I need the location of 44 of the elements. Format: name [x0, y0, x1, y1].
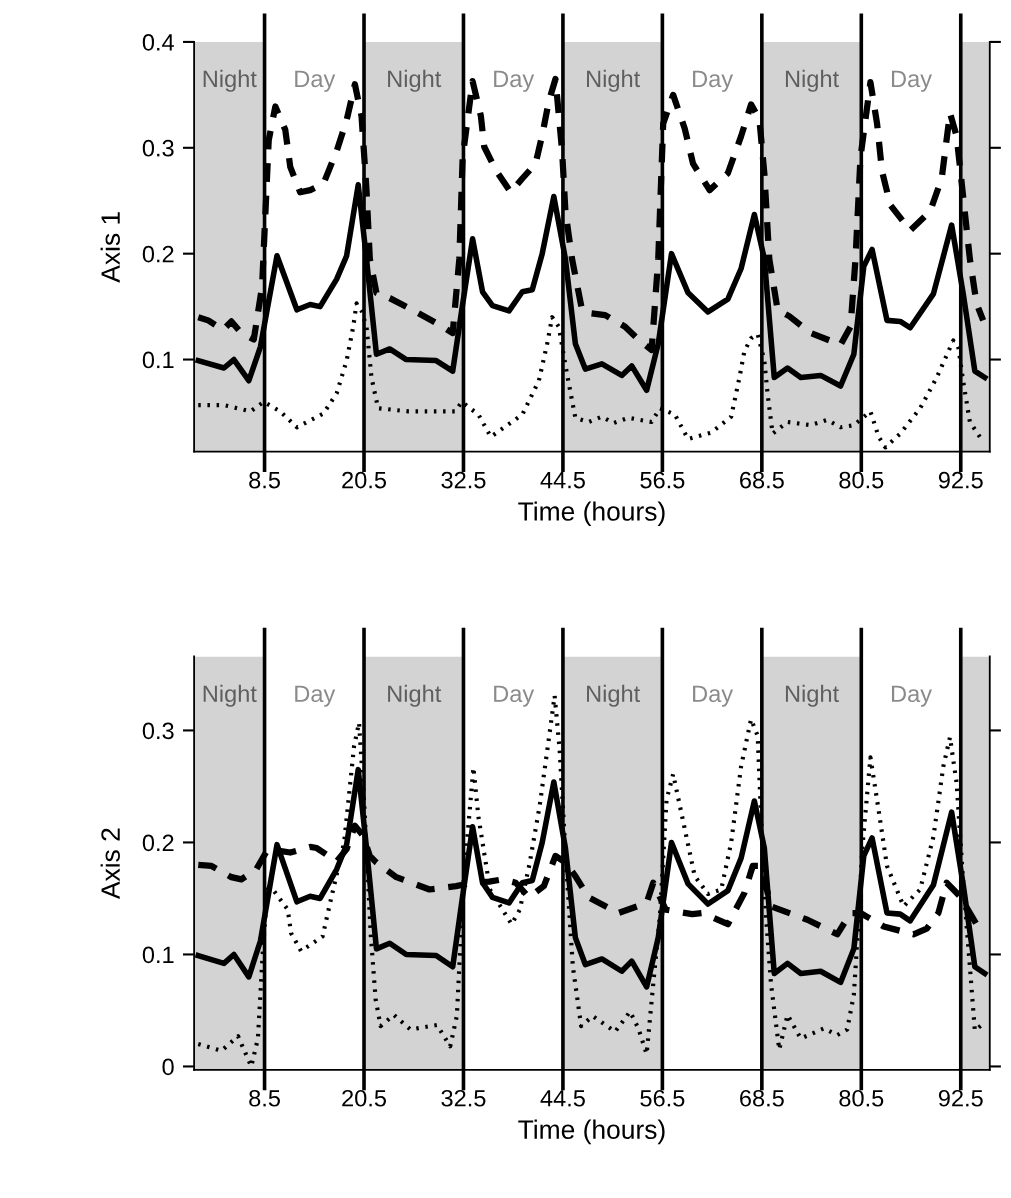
annotation: Day — [295, 70, 336, 92]
band-label: Night — [587, 684, 641, 707]
y-tick-label: 0.2 — [142, 834, 174, 852]
x-axis-title: Time (hours) — [518, 1119, 665, 1145]
x-tick-label: 20.5 — [342, 1089, 387, 1107]
x-tick-label: 44.5 — [540, 1090, 585, 1107]
x-tick-label: 56.5 — [640, 471, 685, 489]
x-tick-label: 56.5 — [640, 1089, 685, 1107]
band-label: Night — [203, 684, 257, 707]
annotation: Day — [891, 685, 932, 707]
x-axis-title: Time (hours) — [518, 501, 665, 527]
x-tick-label: 92.5 — [938, 471, 983, 489]
y-tick-label: 0 — [162, 1058, 174, 1076]
x-tick-label: 68.5 — [740, 471, 784, 489]
y-tick-label: 0.1 — [142, 946, 174, 964]
x-tick-label: 44.5 — [540, 471, 585, 489]
y-tick-label: 0.1 — [142, 351, 174, 369]
annotation: Day — [891, 70, 932, 92]
x-tick-label: 32.5 — [441, 1089, 486, 1107]
x-tick-label: 80.5 — [839, 471, 884, 489]
annotation: Day — [494, 685, 535, 707]
y-tick-label: 0.4 — [142, 34, 174, 51]
band-label: Night — [203, 69, 257, 92]
x-tick-label: 8.5 — [249, 1089, 280, 1107]
band-label: Night — [587, 69, 641, 92]
x-tick-label: 32.5 — [441, 471, 486, 489]
y-tick-label: 0.3 — [142, 139, 174, 157]
x-tick-label: 8.5 — [249, 471, 280, 489]
y-axis-title: Axis 2 — [100, 828, 120, 900]
y-tick-label: 0.3 — [142, 722, 174, 740]
annotation: Day — [494, 70, 535, 92]
x-tick-label: 20.5 — [342, 471, 387, 489]
band-label: Night — [388, 684, 442, 707]
annotation: Day — [295, 685, 336, 707]
y-axis-title: Axis 1 — [100, 212, 120, 283]
band-label: Night — [785, 684, 839, 707]
annotation: Day — [693, 70, 734, 92]
x-tick-label: 68.5 — [740, 1089, 784, 1107]
x-tick-label: 80.5 — [839, 1089, 884, 1107]
band-label: Night — [388, 69, 442, 92]
annotation: Day — [693, 685, 734, 707]
band-label: Night — [785, 69, 839, 92]
x-tick-label: 92.5 — [938, 1089, 983, 1107]
y-tick-label: 0.2 — [142, 245, 174, 263]
